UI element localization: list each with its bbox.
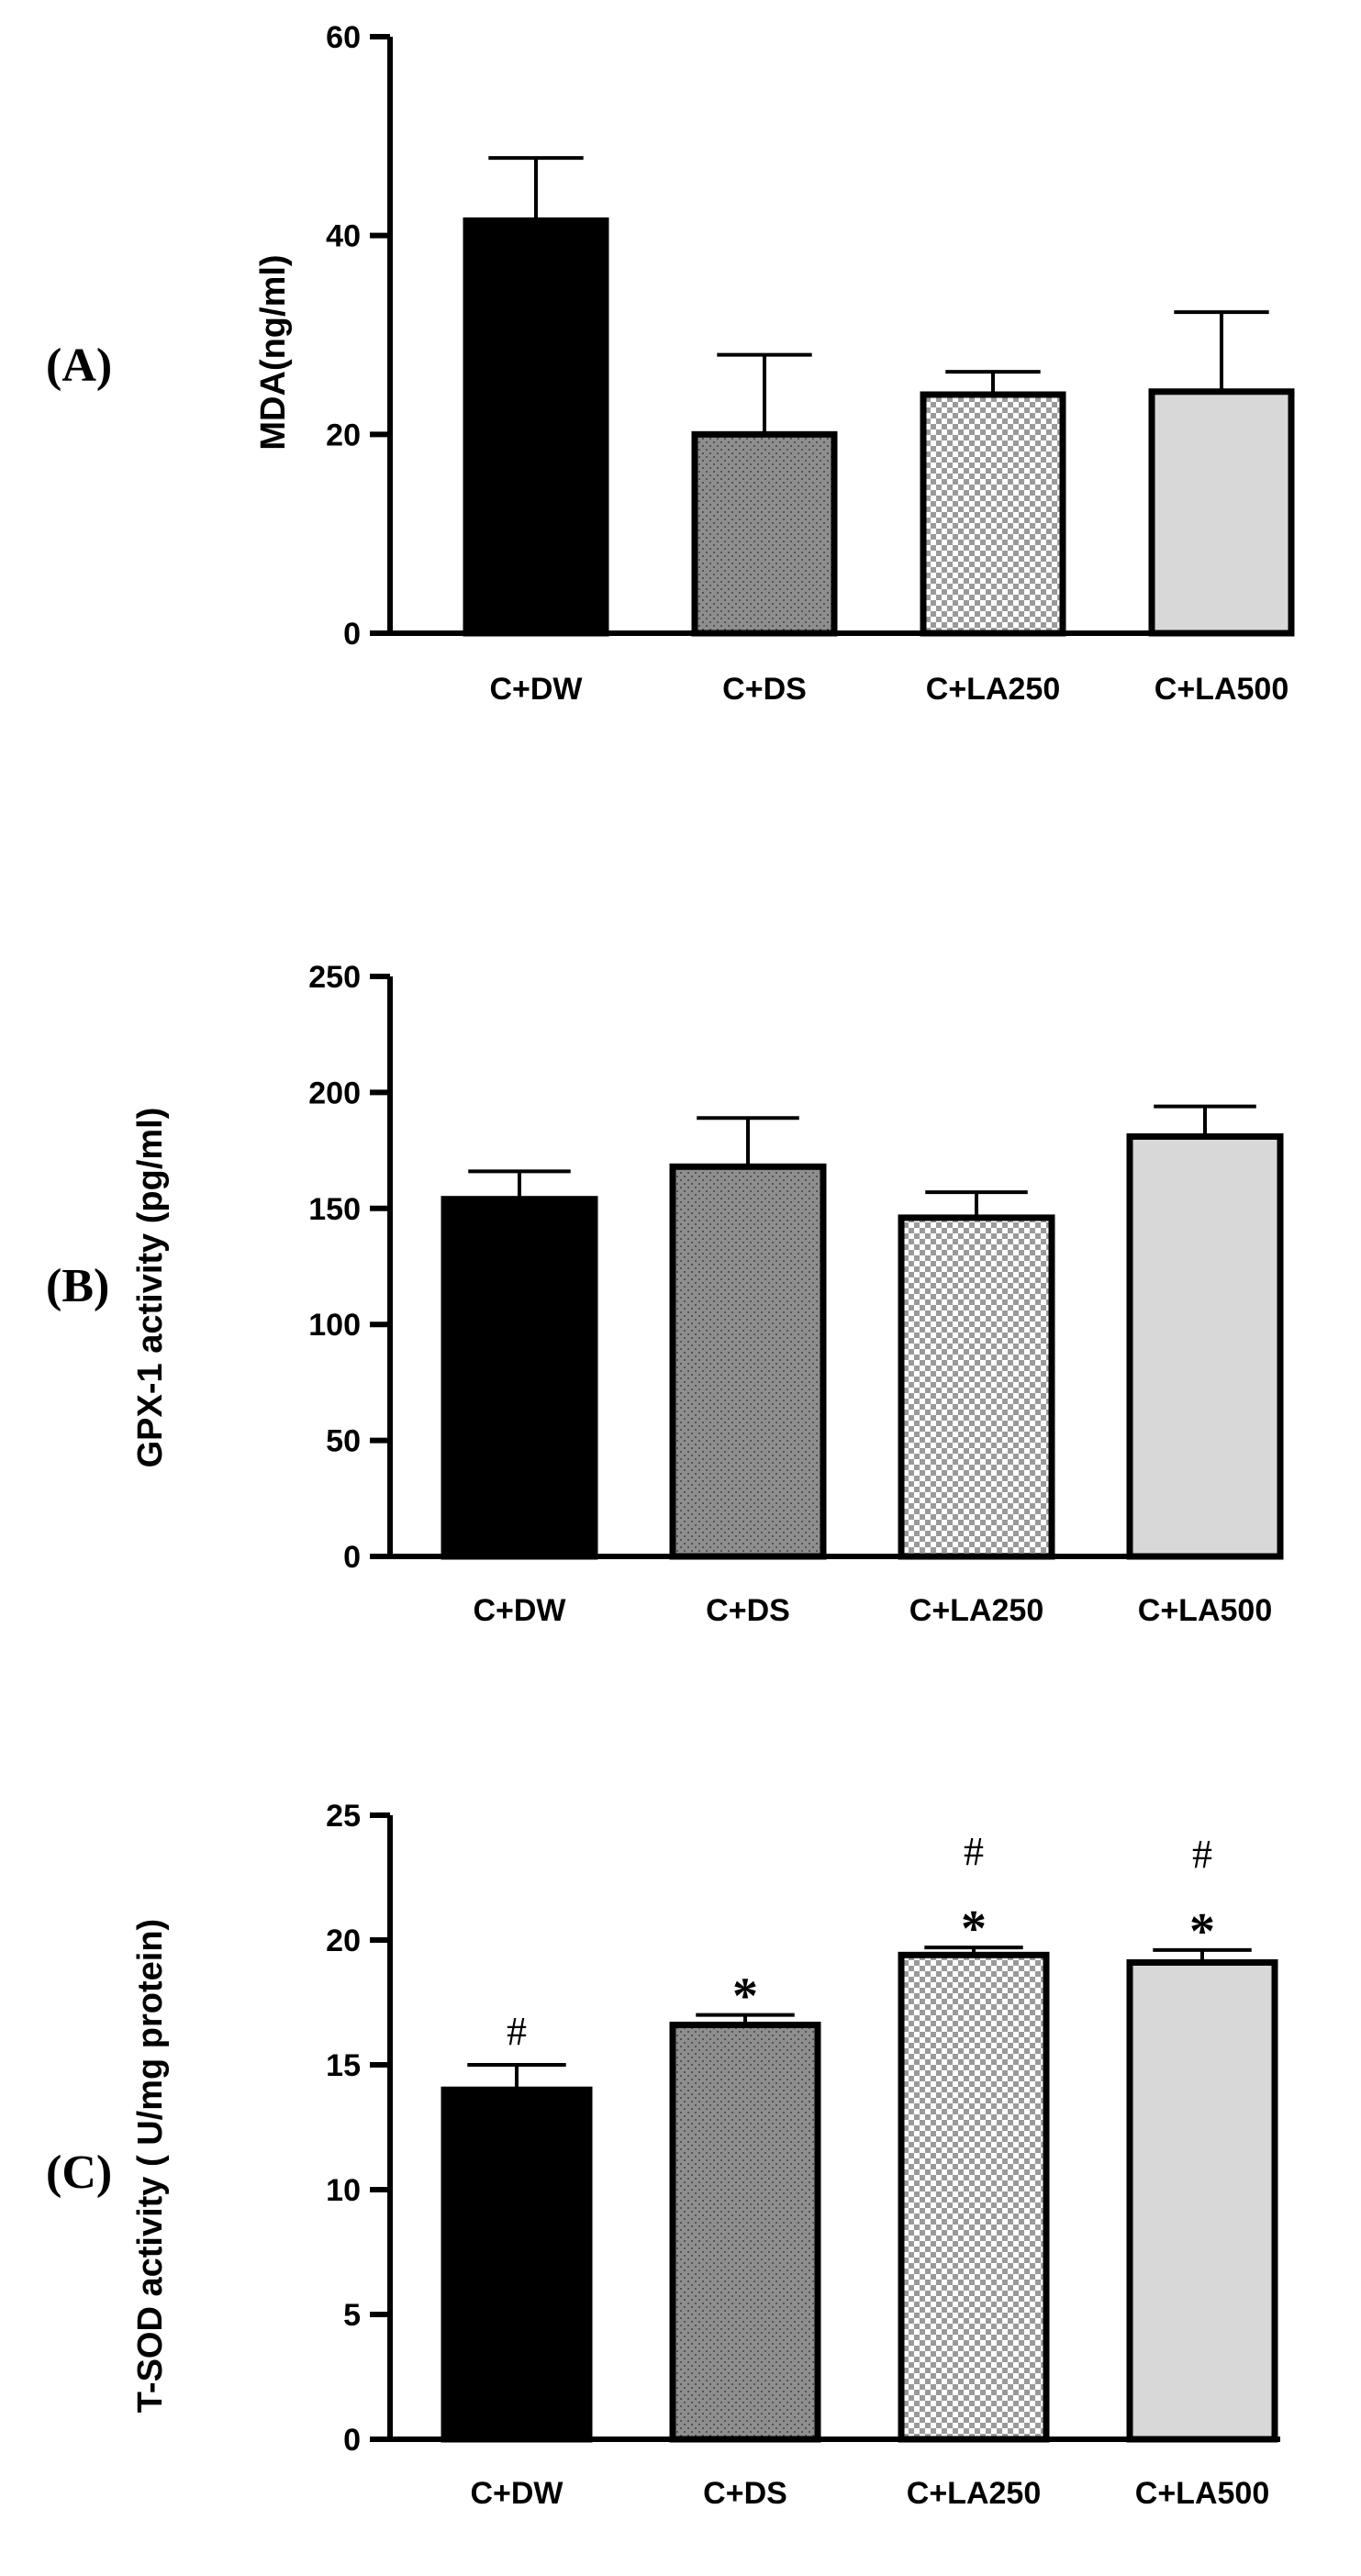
bar-c-la500 — [1126, 1958, 1278, 2443]
y-axis-title: MDA(ng/ml) — [254, 254, 293, 450]
chart-panel-a: (A) MDA(ng/ml) 0 20 40 60 C+DW C+DS C+LA250 C+L… — [46, 20, 1295, 707]
y-tick-label: 0 — [343, 1540, 361, 1575]
y-tick-label: 5 — [343, 2298, 361, 2333]
x-tick-label: C+DS — [722, 672, 807, 707]
y-tick-label: 200 — [308, 1076, 361, 1110]
x-tick-label: C+DW — [473, 1593, 566, 1628]
y-tick-label: 20 — [326, 418, 361, 452]
y-tick-label: 50 — [326, 1424, 361, 1459]
significance-star: * — [961, 1901, 987, 1957]
x-tick-label: C+LA500 — [1155, 672, 1288, 707]
y-tick-label: 10 — [326, 2173, 361, 2208]
bar-c-ds — [691, 430, 838, 637]
x-tick-label: C+LA250 — [926, 672, 1060, 707]
significance-hash: # — [964, 1829, 984, 1874]
bar-c-dw — [441, 2086, 593, 2443]
x-tick-label: C+DW — [489, 672, 583, 707]
y-axis-title: T-SOD activity ( U/mg protein) — [131, 1919, 170, 2413]
significance-star: * — [1189, 1903, 1215, 1960]
y-tick-label: 20 — [326, 1924, 361, 1958]
y-tick-label: 100 — [308, 1308, 361, 1343]
bar-c-la250 — [898, 1951, 1050, 2443]
bar-c-ds — [669, 1163, 827, 1560]
y-axis-title: GPX-1 activity (pg/ml) — [131, 1108, 170, 1468]
bar-c-dw — [463, 217, 609, 637]
chart-panel-b: (B) GPX-1 activity (pg/ml) 0 50 100 150 200 2… — [46, 960, 1284, 1628]
y-tick-label: 15 — [326, 2048, 361, 2083]
bar-c-ds — [669, 2021, 821, 2443]
y-tick-label: 40 — [326, 219, 361, 254]
y-tick-label: 250 — [308, 960, 361, 995]
x-tick-label: C+LA500 — [1138, 1593, 1272, 1628]
bar-c-la250 — [920, 391, 1066, 637]
x-tick-label: C+DS — [706, 1593, 790, 1628]
chart-panel-c: (C) T-SOD activity ( U/mg protein) 0 5 10 1… — [46, 1799, 1280, 2511]
x-tick-label: C+DS — [703, 2476, 787, 2511]
panel-label: (A) — [46, 340, 112, 392]
bar-c-la250 — [898, 1214, 1055, 1560]
bar-c-la500 — [1126, 1132, 1284, 1560]
y-tick-label: 150 — [308, 1192, 361, 1227]
y-tick-label: 60 — [326, 20, 361, 55]
bar-c-la500 — [1148, 388, 1295, 637]
panel-label: (B) — [46, 1260, 109, 1312]
x-tick-label: C+DW — [470, 2476, 563, 2511]
significance-hash: # — [1192, 1832, 1212, 1877]
y-tick-label: 0 — [343, 617, 361, 652]
significance-star: * — [732, 1968, 758, 2025]
y-tick-label: 25 — [326, 1799, 361, 1834]
panel-label: (C) — [46, 2147, 112, 2199]
x-tick-label: C+LA500 — [1135, 2476, 1269, 2511]
x-tick-label: C+LA250 — [909, 1593, 1043, 1628]
x-tick-label: C+LA250 — [907, 2476, 1041, 2511]
y-tick-label: 0 — [343, 2423, 361, 2458]
significance-hash: # — [507, 2009, 527, 2054]
bar-c-dw — [441, 1196, 598, 1560]
